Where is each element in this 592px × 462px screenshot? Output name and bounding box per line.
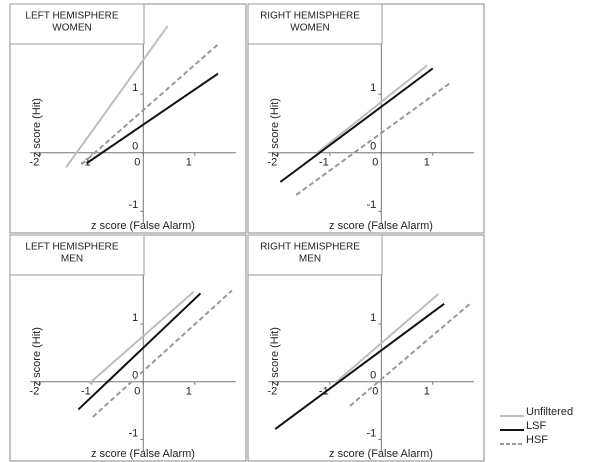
y-axis-label: z score (Hit)	[269, 98, 281, 157]
y-tick-label: 1	[132, 312, 138, 324]
series-line	[65, 25, 169, 168]
y-tick-label: -1	[367, 427, 377, 439]
x-tick-label: -2	[29, 386, 39, 398]
panel-title: MEN	[299, 254, 321, 265]
title-box	[9, 3, 145, 45]
y-tick-label: 1	[370, 312, 376, 324]
series-line	[335, 293, 440, 383]
y-axis-label: z score (Hit)	[31, 98, 43, 157]
y-tick-label: 0	[370, 141, 376, 153]
x-tick-label: -1	[81, 157, 91, 169]
x-tick-label: -2	[267, 386, 277, 398]
x-tick-label: 1	[186, 386, 192, 398]
series-line	[92, 289, 233, 418]
y-axis-label: z score (Hit)	[269, 327, 281, 386]
panel-title: LEFT HEMISPHERE	[25, 11, 118, 22]
x-tick-label: 0	[134, 386, 140, 398]
x-tick-label: 1	[186, 157, 192, 169]
panel-title: LEFT HEMISPHERE	[25, 242, 118, 253]
x-tick-label: -2	[29, 157, 39, 169]
x-tick-label: -1	[81, 386, 91, 398]
series-line	[80, 43, 219, 166]
y-tick-label: 0	[370, 370, 376, 382]
panel-title: RIGHT HEMISPHERE	[260, 11, 360, 22]
x-tick-label: 0	[372, 386, 378, 398]
y-tick-label: -1	[129, 199, 139, 211]
legend-label: Unfiltered	[526, 406, 573, 418]
y-tick-label: 1	[132, 82, 138, 94]
panel-title: WOMEN	[290, 23, 329, 34]
series-line	[279, 67, 434, 183]
y-tick-label: -1	[367, 199, 377, 211]
series-line	[77, 292, 202, 411]
panel-title: WOMEN	[52, 23, 91, 34]
title-box	[247, 234, 383, 276]
panel-title: MEN	[61, 254, 83, 265]
x-tick-label: 0	[372, 157, 378, 169]
x-axis-label: z score (False Alarm)	[91, 448, 195, 460]
y-tick-label: 0	[132, 141, 138, 153]
x-axis-label: z score (False Alarm)	[329, 448, 433, 460]
x-tick-label: 1	[424, 386, 430, 398]
x-tick-label: -2	[267, 157, 277, 169]
series-line	[349, 303, 471, 407]
x-axis-label: z score (False Alarm)	[91, 220, 195, 232]
series-line	[274, 303, 445, 430]
title-box	[9, 234, 145, 276]
y-tick-label: -1	[129, 427, 139, 439]
series-line	[86, 72, 219, 165]
x-tick-label: 1	[424, 157, 430, 169]
x-tick-label: -1	[319, 386, 329, 398]
y-tick-label: 0	[132, 370, 138, 382]
x-tick-label: -1	[319, 157, 329, 169]
panel-title: RIGHT HEMISPHERE	[260, 242, 360, 253]
x-tick-label: 0	[134, 157, 140, 169]
y-axis-label: z score (Hit)	[31, 327, 43, 386]
title-box	[247, 3, 383, 45]
series-line	[88, 290, 195, 385]
legend-label: LSF	[526, 420, 546, 432]
x-axis-label: z score (False Alarm)	[329, 220, 433, 232]
legend-label: HSF	[526, 434, 548, 446]
series-line	[316, 64, 428, 154]
y-tick-label: 1	[370, 82, 376, 94]
series-line	[295, 81, 452, 196]
